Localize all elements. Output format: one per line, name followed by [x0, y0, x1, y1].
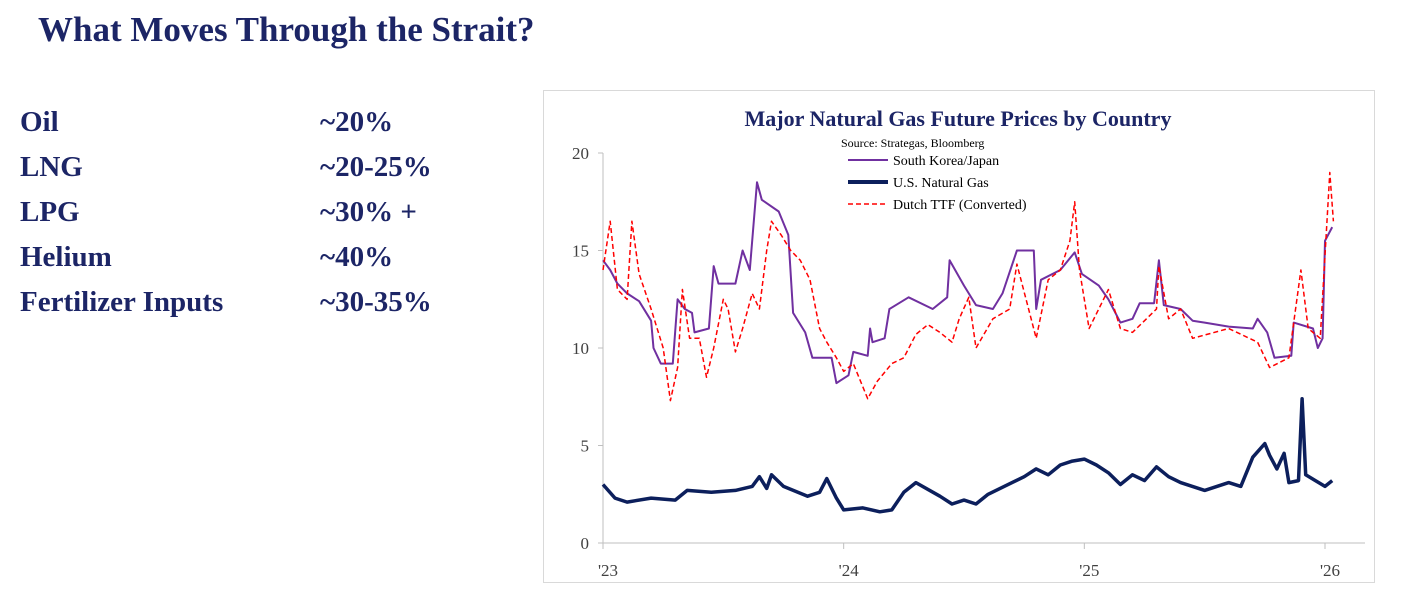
chart-source: Source: Strategas, Bloomberg: [841, 136, 984, 150]
commodity-label: LNG: [20, 151, 83, 183]
legend-label: Dutch TTF (Converted): [893, 198, 1027, 213]
commodity-label: Fertilizer Inputs: [20, 286, 224, 318]
commodity-label: Oil: [20, 106, 59, 138]
x-tick-label: '26: [1320, 561, 1340, 580]
series-line-1: [601, 396, 1334, 514]
commodity-row-oil: Oil ~20%: [20, 106, 393, 139]
series-line-0: [602, 181, 1334, 385]
y-tick-label: 15: [572, 242, 589, 261]
gas-price-chart: Major Natural Gas Future Prices by Count…: [543, 90, 1375, 583]
commodity-label: Helium: [20, 241, 112, 273]
slide-title: What Moves Through the Strait?: [38, 10, 535, 49]
x-tick-label: '23: [598, 561, 618, 580]
series-line-2: [602, 171, 1335, 402]
y-tick-label: 5: [581, 437, 590, 456]
commodity-row-lng: LNG ~20-25%: [20, 151, 432, 184]
chart-series: [601, 171, 1335, 514]
chart-legend: South Korea/Japan U.S. Natural Gas Dutch T…: [848, 154, 1027, 213]
commodity-row-lpg: LPG ~30% +: [20, 196, 417, 229]
y-tick-label: 20: [572, 144, 589, 163]
chart-axes: 0 5 10 15 20 '23 '24 '25 '26: [572, 144, 1365, 580]
commodity-share: ~20%: [320, 106, 394, 138]
legend-label: South Korea/Japan: [893, 154, 999, 169]
commodity-row-fertilizer: Fertilizer Inputs ~30-35%: [20, 286, 432, 319]
commodity-row-helium: Helium ~40%: [20, 241, 393, 274]
legend-label: U.S. Natural Gas: [893, 176, 989, 191]
x-tick-label: '24: [839, 561, 860, 580]
y-tick-label: 0: [581, 534, 590, 553]
commodity-share: ~30-35%: [320, 286, 432, 318]
y-tick-label: 10: [572, 339, 589, 358]
x-tick-label: '25: [1079, 561, 1099, 580]
commodity-share: ~30% +: [320, 196, 417, 228]
commodity-label: LPG: [20, 196, 80, 228]
chart-title: Major Natural Gas Future Prices by Count…: [745, 106, 1172, 131]
commodity-share: ~40%: [320, 241, 394, 273]
commodity-share: ~20-25%: [320, 151, 432, 183]
